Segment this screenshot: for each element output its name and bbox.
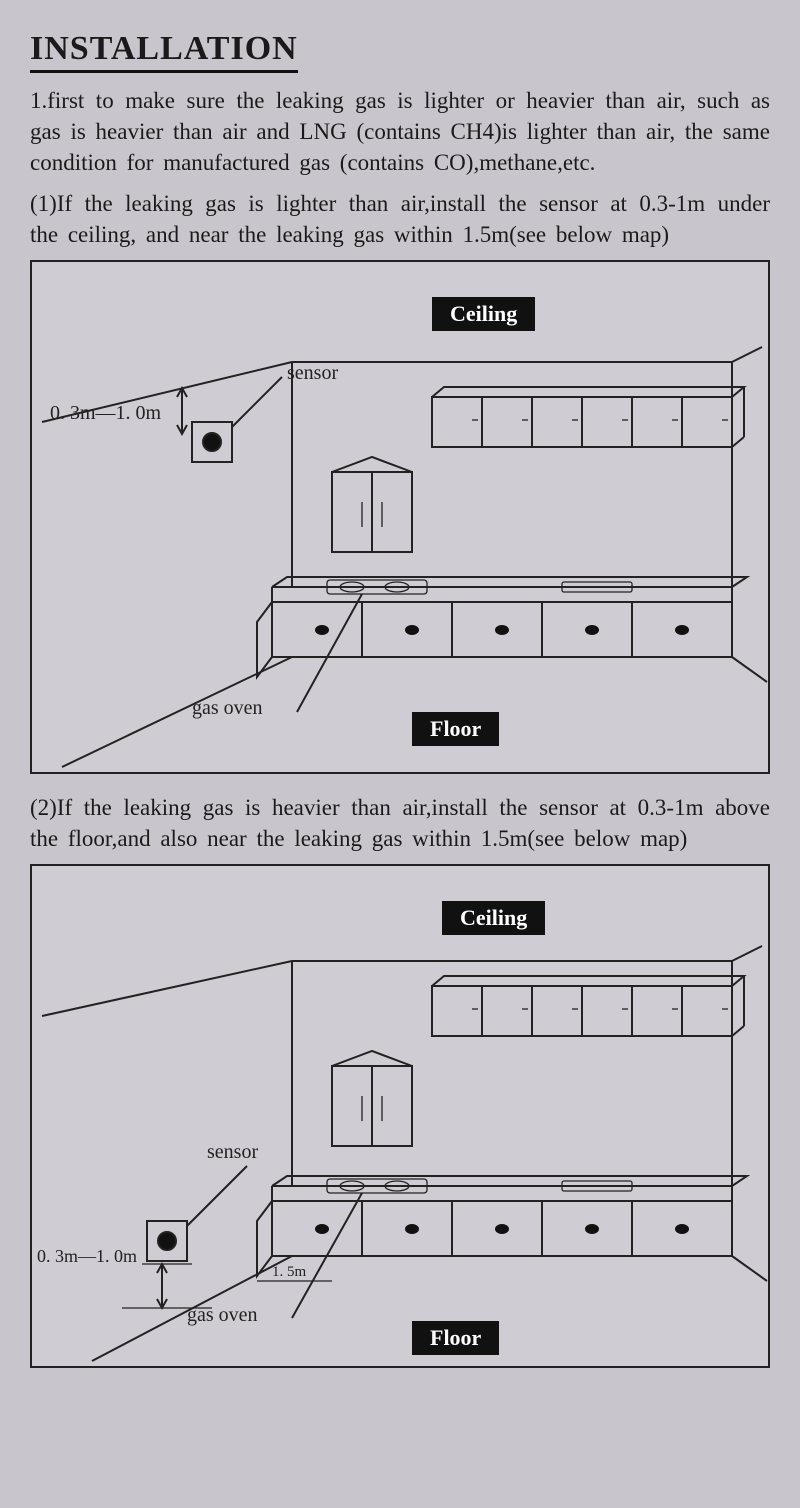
diagram-heavier-than-air: Ceiling Floor sensor 0. 3m—1. 0m 1. 5m g… [30, 864, 770, 1368]
range-label-2: 0. 3m—1. 0m [37, 1246, 137, 1267]
gas-oven-label-2: gas oven [187, 1304, 258, 1327]
ceiling-label: Ceiling [432, 297, 535, 331]
case2-paragraph: (2)If the leaking gas is heavier than ai… [30, 792, 770, 854]
dist-label: 1. 5m [272, 1264, 306, 1281]
floor-label: Floor [412, 712, 499, 746]
floor-label-2: Floor [412, 1321, 499, 1355]
case1-paragraph: (1)If the leaking gas is lighter than ai… [30, 188, 770, 250]
gas-oven-label: gas oven [192, 697, 263, 720]
range-label: 0. 3m—1. 0m [50, 402, 161, 425]
diagram-lighter-than-air: Ceiling Floor 0. 3m—1. 0m sensor gas ove… [30, 260, 770, 774]
intro-paragraph: 1.first to make sure the leaking gas is … [30, 85, 770, 178]
ceiling-label-2: Ceiling [442, 901, 545, 935]
sensor-label-2: sensor [207, 1141, 258, 1164]
page-title: INSTALLATION [30, 30, 298, 73]
kitchen-svg-2 [32, 866, 770, 1366]
sensor-label: sensor [287, 362, 338, 385]
kitchen-svg-1 [32, 262, 770, 772]
